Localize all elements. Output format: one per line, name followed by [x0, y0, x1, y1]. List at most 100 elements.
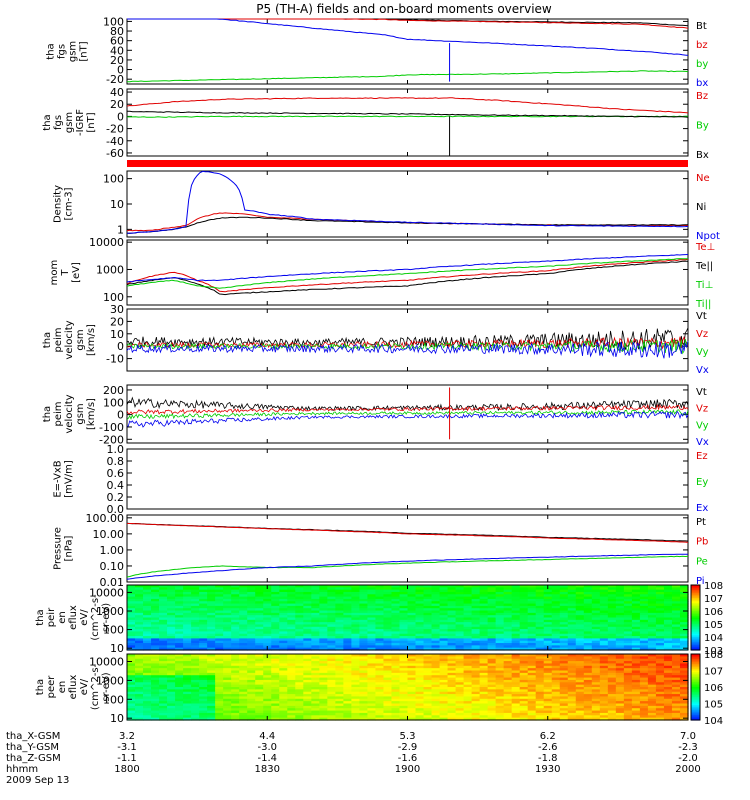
- spectrogram-cell: [343, 643, 352, 646]
- spectrogram-cell: [175, 691, 184, 695]
- spectrogram-cell: [615, 710, 625, 714]
- spectrogram-cell: [135, 596, 144, 600]
- spectrogram-cell: [535, 638, 545, 642]
- spectrogram-cell: [311, 684, 320, 688]
- spectrogram-cell: [663, 594, 673, 598]
- spectrogram-cell: [311, 603, 320, 607]
- spectrogram-cell: [631, 710, 641, 714]
- spectrogram-cell: [215, 622, 224, 626]
- spectrogram-cell: [367, 694, 377, 698]
- spectrogram-cell: [615, 626, 625, 630]
- legend-label: Bx: [696, 150, 709, 161]
- colorbar-cell: [691, 690, 700, 693]
- y-tick-label: 10000: [89, 586, 124, 599]
- spectrogram-cell: [471, 622, 481, 626]
- spectrogram-cell: [575, 663, 585, 667]
- spectrogram-cell: [183, 687, 192, 690]
- spectrogram-cell: [279, 601, 288, 605]
- spectrogram-cell: [247, 624, 256, 628]
- spectrogram-cell: [663, 689, 673, 693]
- spectrogram-cell: [527, 647, 537, 651]
- spectrogram-cell: [143, 698, 152, 702]
- spectrogram-cell: [591, 715, 601, 719]
- spectrogram-cell: [663, 622, 673, 626]
- spectrogram-cell: [215, 624, 224, 628]
- legend-label: Npot: [696, 231, 720, 242]
- spectrogram-cell: [287, 668, 296, 672]
- spectrogram-cell: [335, 605, 344, 609]
- spectrogram-cell: [599, 694, 609, 698]
- spectrogram-cell: [383, 601, 393, 605]
- spectrogram-cell: [399, 689, 409, 693]
- colorbar-cell: [691, 715, 700, 718]
- spectrogram-cell: [295, 665, 304, 669]
- colorbar-frame: [690, 584, 701, 651]
- spectrogram-cell: [479, 615, 489, 619]
- spectrogram-cell: [175, 717, 184, 721]
- spectrogram-cell: [191, 617, 200, 621]
- spectrogram-cell: [591, 717, 601, 721]
- spectrogram-cell: [319, 705, 328, 709]
- spectrogram-cell: [543, 708, 553, 712]
- spectrogram-cell: [207, 638, 216, 642]
- spectrogram-cell: [647, 598, 657, 602]
- spectrogram-cell: [191, 717, 200, 721]
- spectrogram-cell: [511, 631, 521, 635]
- spectrogram-cell: [439, 615, 449, 619]
- spectrogram-cell: [599, 615, 609, 619]
- spectrogram-cell: [511, 596, 521, 600]
- spectrogram-cell: [487, 594, 497, 598]
- spectrogram-cell: [455, 684, 465, 688]
- spectrogram-cell: [679, 717, 689, 721]
- spectrogram-cell: [391, 663, 401, 667]
- spectrogram-cell: [199, 698, 208, 702]
- spectrogram-cell: [663, 617, 673, 621]
- spectrogram-cell: [639, 677, 649, 681]
- spectrogram-cell: [351, 591, 361, 595]
- spectrogram-cell: [319, 672, 328, 676]
- spectrogram-cell: [655, 663, 665, 667]
- spectrogram-cell: [503, 617, 513, 621]
- spectrogram-cell: [407, 656, 417, 660]
- spectrogram-cell: [479, 594, 489, 598]
- spectrogram-cell: [135, 712, 144, 716]
- spectrogram-cell: [375, 638, 385, 642]
- spectrogram-cell: [495, 638, 505, 642]
- spectrogram-cell: [559, 654, 569, 657]
- spectrogram-cell: [231, 594, 240, 598]
- spectrogram-cell: [279, 717, 288, 721]
- colorbar-cell: [691, 589, 700, 593]
- spectrogram-cell: [599, 715, 609, 719]
- spectrogram-cell: [423, 698, 433, 702]
- spectrogram-cell: [399, 684, 409, 688]
- spectrogram-cell: [543, 640, 553, 644]
- spectrogram-cell: [319, 658, 328, 662]
- spectrogram-cell: [407, 636, 417, 639]
- spectrogram-cell: [303, 596, 312, 600]
- spectrogram-cell: [583, 603, 593, 607]
- spectrogram-cell: [551, 717, 561, 721]
- y-axis-label: tha: [46, 43, 57, 59]
- spectrogram-cell: [447, 701, 457, 705]
- spectrogram-cell: [159, 661, 168, 665]
- spectrogram-cell: [535, 701, 545, 705]
- spectrogram-cell: [503, 585, 513, 588]
- spectrogram-cell: [607, 619, 617, 623]
- spectrogram-cell: [311, 591, 320, 595]
- spectrogram-cell: [471, 708, 481, 712]
- spectrogram-cell: [175, 684, 184, 688]
- spectrogram-cell: [367, 587, 377, 591]
- spectrogram-cell: [303, 710, 312, 714]
- spectrogram-cell: [479, 589, 489, 593]
- spectrogram-cell: [327, 594, 336, 598]
- spectrogram-cell: [407, 612, 417, 616]
- spectrogram-cell: [439, 696, 449, 700]
- spectrogram-cell: [447, 645, 457, 649]
- spectrogram-cell: [663, 601, 673, 605]
- spectrogram-cell: [151, 638, 160, 642]
- y-axis-label: peim: [53, 401, 64, 426]
- spectrogram-cell: [375, 598, 385, 602]
- spectrogram-cell: [151, 691, 160, 695]
- spectrogram-cell: [215, 601, 224, 605]
- spectrogram-cell: [231, 626, 240, 630]
